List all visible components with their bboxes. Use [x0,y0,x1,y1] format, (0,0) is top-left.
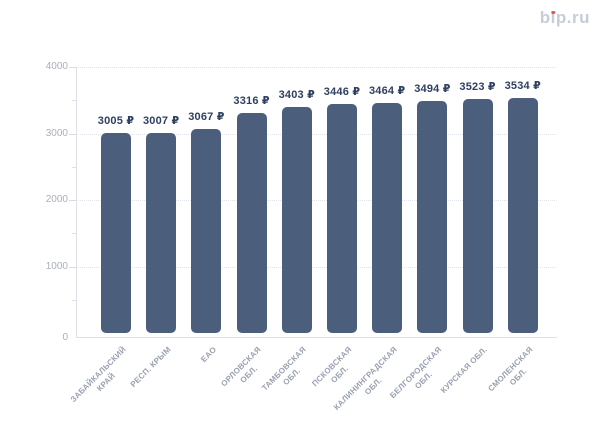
bar[interactable] [101,133,131,333]
y-axis-tick-label: 1000 [45,260,68,272]
x-axis-category-label: ТАМБОВСКАЯ ОБЛ. [260,345,309,393]
bar[interactable] [462,98,493,333]
y-axis-major-tick [69,133,76,135]
gridline [76,200,557,201]
x-axis-category-label: ЕАО [198,345,218,364]
bar[interactable] [417,100,448,333]
y-axis-minor-tick [72,299,76,301]
bar[interactable] [507,98,538,333]
bar-value-label: 3534 ₽ [504,80,541,92]
x-axis-category-label: ЗАБАЙКАЛЬСКИЙ КРАЙ [68,345,128,405]
bar-value-label: 3446 ₽ [323,85,361,98]
y-axis-tick-label: 3000 [45,127,68,139]
bar[interactable] [146,133,177,333]
bar-value-label: 3067 ₽ [188,111,225,124]
bar-value-label: 3007 ₽ [142,115,180,128]
y-axis-line [76,67,77,338]
bar[interactable] [372,102,403,333]
plot-area: 0 1000 2000 3000 4000 3005 ₽ ЗАБАЙКАЛЬСКИЙ КРА… [46,61,557,412]
y-axis-major-tick [69,200,76,201]
bar-value-label: 3403 ₽ [278,88,315,101]
x-axis-category-label: РЕСП. КРЫМ [128,345,173,390]
bar[interactable] [327,103,357,333]
y-axis-tick-label: 4000 [45,61,68,72]
y-axis-major-tick [69,67,76,68]
gridline [76,133,557,135]
bar[interactable] [236,112,267,333]
x-axis-category-label: КУРСКАЯ ОБЛ. [439,345,489,395]
x-axis-category-label: СМОЛЕНСКАЯ ОБЛ. [485,345,535,394]
bar-value-label: 3494 ₽ [414,82,451,95]
bar[interactable] [281,106,312,333]
y-axis-minor-tick [72,233,76,235]
logo-orange-dot-icon [551,10,556,14]
y-axis-minor-tick [72,166,76,168]
y-axis-major-tick [69,266,76,268]
bar-value-label: 3464 ₽ [368,84,406,97]
logo-text: p.ru [555,8,590,27]
y-axis-tick-label: 0 [62,332,68,343]
brand-logo[interactable]: bı p.ru [540,8,590,28]
y-axis-tick-label: 2000 [45,194,68,205]
logo-letter-i: ı [550,8,556,27]
bar-value-label: 3005 ₽ [97,115,135,128]
x-axis-line [76,337,557,338]
logo-text: b [539,8,551,27]
bar[interactable] [191,129,222,333]
gridline [76,266,557,268]
bar-value-label: 3523 ₽ [459,80,496,93]
gridline [76,67,557,68]
y-axis-minor-tick [72,100,76,102]
bar-value-label: 3316 ₽ [233,94,270,107]
